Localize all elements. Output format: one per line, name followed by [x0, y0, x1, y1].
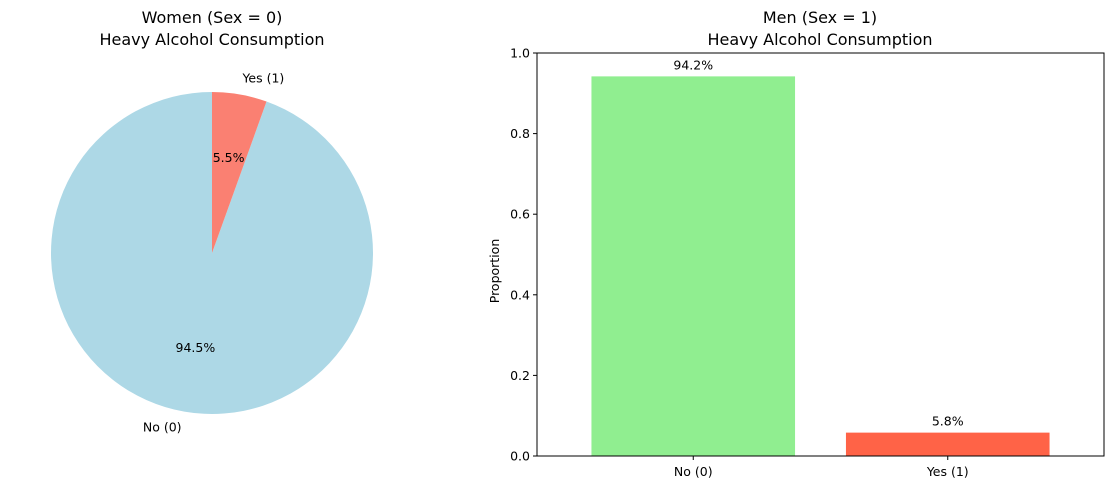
x-axis-ticks: No (0) Yes (1) — [674, 456, 969, 479]
pie-chart-title: Women (Sex = 0) — [142, 8, 283, 27]
pie-chart-subtitle: Heavy Alcohol Consumption — [99, 30, 324, 49]
bar-0 — [591, 76, 796, 457]
x-tick-label-0: No (0) — [674, 464, 713, 479]
y-tick-label: 0.4 — [510, 287, 530, 302]
bar-chart-subtitle: Heavy Alcohol Consumption — [707, 30, 932, 49]
pie-slices — [51, 92, 374, 414]
y-tick-label: 0.8 — [510, 126, 530, 141]
pie-slice-0 — [51, 92, 374, 414]
bar-value-label-0: 94.2% — [673, 57, 713, 72]
y-axis-ticks: 0.0 0.2 0.4 0.6 0.8 1.0 — [510, 46, 537, 464]
bar-value-label-1: 5.8% — [932, 414, 964, 429]
bar-1 — [845, 432, 1050, 456]
pie-slice-percent-0: 94.5% — [176, 340, 216, 355]
pie-slice-label-1: Yes (1) — [241, 71, 284, 86]
plot-frame — [536, 52, 1105, 457]
pie-slice-percent-1: 5.5% — [213, 150, 245, 165]
pie-chart-panel: Women (Sex = 0) Heavy Alcohol Consumptio… — [51, 8, 374, 435]
pie-labels: No (0) 94.5% Yes (1) 5.5% — [143, 71, 284, 435]
bar-chart-panel: Men (Sex = 1) Heavy Alcohol Consumption … — [487, 8, 1105, 479]
x-tick-label-1: Yes (1) — [926, 464, 969, 479]
pie-slice-1 — [212, 92, 267, 253]
y-tick-label: 1.0 — [510, 46, 530, 61]
y-tick-label: 0.6 — [510, 207, 530, 222]
y-tick-label: 0.0 — [510, 449, 530, 464]
y-axis-label: Proportion — [487, 239, 502, 304]
pie-slice-label-0: No (0) — [143, 419, 182, 434]
bar-chart-title: Men (Sex = 1) — [763, 8, 877, 27]
y-tick-label: 0.2 — [510, 368, 530, 383]
bars: 94.2% 5.8% — [591, 57, 1050, 457]
